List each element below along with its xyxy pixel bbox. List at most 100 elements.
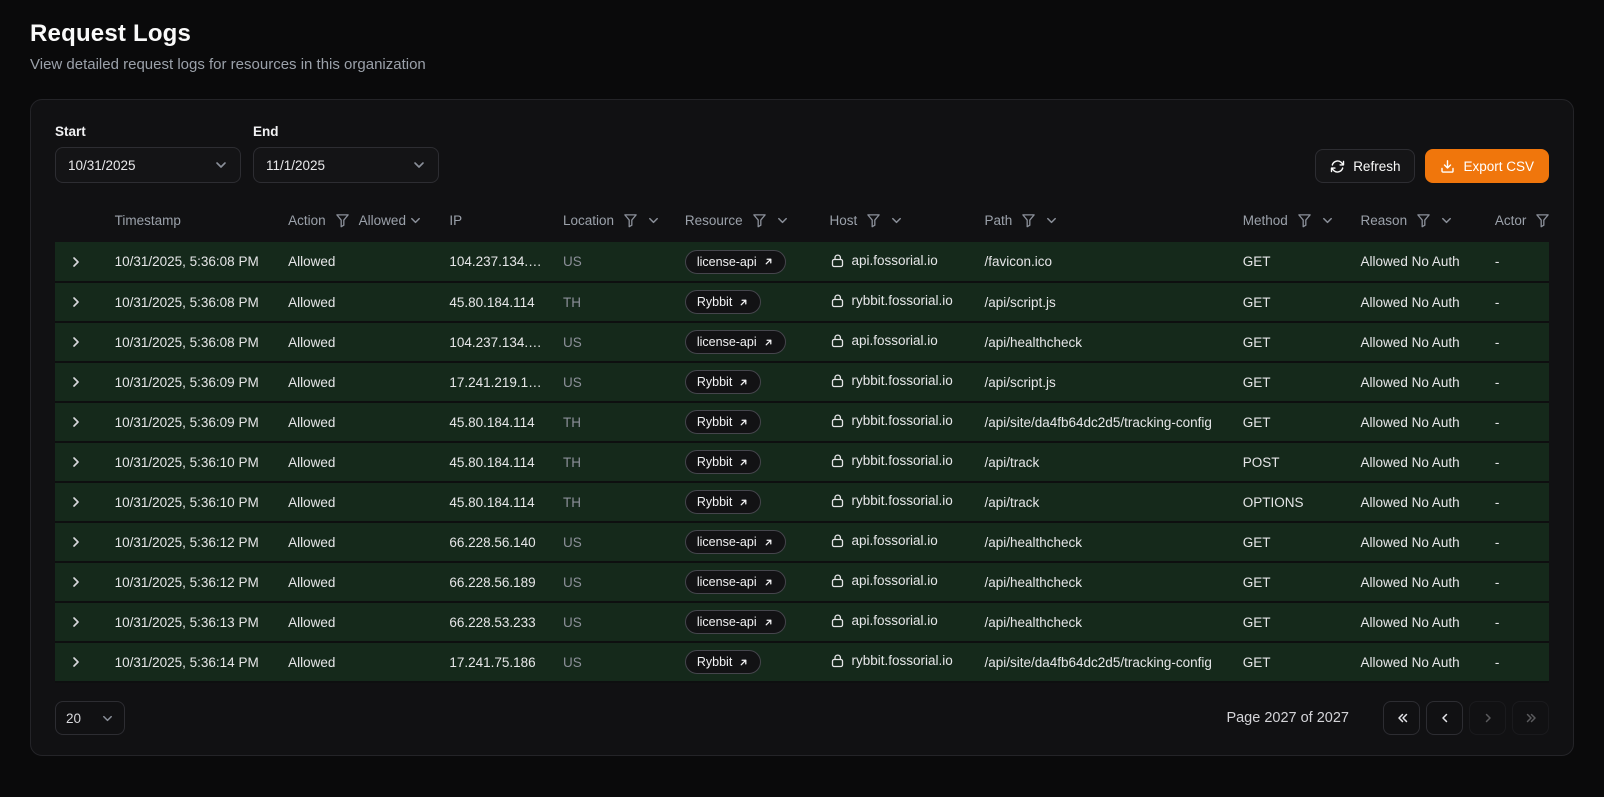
reason-cell: Allowed No Auth bbox=[1360, 294, 1460, 310]
action-cell: Allowed bbox=[288, 494, 336, 510]
chevron-down-icon[interactable] bbox=[1045, 214, 1058, 227]
table-row[interactable]: 10/31/2025, 5:36:08 PM Allowed 104.237.1… bbox=[55, 242, 1549, 282]
expand-cell bbox=[55, 642, 105, 682]
chevron-down-icon[interactable] bbox=[1440, 214, 1453, 227]
row-expand-button[interactable] bbox=[65, 651, 87, 673]
host-cell: api.fossorial.io bbox=[820, 322, 975, 362]
host-cell: rybbit.fossorial.io bbox=[820, 642, 975, 682]
filter-icon[interactable] bbox=[335, 213, 350, 228]
start-date-select[interactable]: 10/31/2025 bbox=[55, 147, 241, 183]
row-expand-button[interactable] bbox=[65, 571, 87, 593]
table-row[interactable]: 10/31/2025, 5:36:10 PM Allowed 45.80.184… bbox=[55, 482, 1549, 522]
next-page-button[interactable] bbox=[1469, 701, 1506, 735]
table-row[interactable]: 10/31/2025, 5:36:08 PM Allowed 45.80.184… bbox=[55, 282, 1549, 322]
chevron-down-icon[interactable] bbox=[776, 214, 789, 227]
resource-badge[interactable]: license-api bbox=[684, 610, 786, 634]
resource-badge[interactable]: Rybbit bbox=[684, 290, 762, 314]
filter-icon[interactable] bbox=[1297, 213, 1312, 228]
action-cell: Allowed bbox=[288, 254, 336, 269]
resource-badge[interactable]: license-api bbox=[684, 530, 786, 554]
chevron-down-icon[interactable] bbox=[647, 214, 660, 227]
filter-icon[interactable] bbox=[866, 213, 881, 228]
chevron-down-icon bbox=[101, 712, 114, 725]
filter-icon[interactable] bbox=[1416, 213, 1431, 228]
host-cell: rybbit.fossorial.io bbox=[820, 282, 975, 322]
first-page-button[interactable] bbox=[1383, 701, 1420, 735]
method-cell: GET bbox=[1242, 374, 1271, 390]
resource-badge[interactable]: license-api bbox=[684, 249, 786, 274]
actor-cell: - bbox=[1494, 654, 1500, 670]
table-row[interactable]: 10/31/2025, 5:36:09 PM Allowed 45.80.184… bbox=[55, 402, 1549, 442]
export-csv-button[interactable]: Export CSV bbox=[1425, 149, 1549, 183]
end-date-select[interactable]: 11/1/2025 bbox=[253, 147, 439, 183]
expand-cell bbox=[55, 602, 105, 642]
chevron-right-icon bbox=[69, 615, 83, 629]
refresh-button[interactable]: Refresh bbox=[1315, 149, 1416, 183]
action-filter-dropdown[interactable]: Allowed bbox=[359, 213, 422, 228]
resource-name: Rybbit bbox=[696, 455, 733, 469]
lock-icon bbox=[830, 373, 845, 388]
table-row[interactable]: 10/31/2025, 5:36:14 PM Allowed 17.241.75… bbox=[55, 642, 1549, 682]
toolbar: Start 10/31/2025 End 11/1/2025 bbox=[55, 124, 1549, 183]
chevron-down-icon[interactable] bbox=[1321, 214, 1334, 227]
row-expand-button[interactable] bbox=[65, 491, 87, 513]
row-expand-button[interactable] bbox=[65, 531, 87, 553]
action-cell: Allowed bbox=[288, 534, 336, 550]
location-cell: TH bbox=[562, 414, 581, 430]
expand-cell bbox=[55, 282, 105, 322]
actor-cell: - bbox=[1494, 334, 1500, 350]
external-link-icon bbox=[738, 297, 749, 308]
page-size-select[interactable]: 20 bbox=[55, 701, 125, 735]
table-row[interactable]: 10/31/2025, 5:36:08 PM Allowed 104.237.1… bbox=[55, 322, 1549, 362]
page-info: Page 2027 of 2027 bbox=[1226, 710, 1349, 726]
table-row[interactable]: 10/31/2025, 5:36:10 PM Allowed 45.80.184… bbox=[55, 442, 1549, 482]
end-date-label: End bbox=[253, 124, 279, 139]
filter-icon[interactable] bbox=[752, 213, 767, 228]
table-row[interactable]: 10/31/2025, 5:36:13 PM Allowed 66.228.53… bbox=[55, 602, 1549, 642]
table-row[interactable]: 10/31/2025, 5:36:09 PM Allowed 17.241.21… bbox=[55, 362, 1549, 402]
row-expand-button[interactable] bbox=[65, 371, 87, 393]
table-row[interactable]: 10/31/2025, 5:36:12 PM Allowed 66.228.56… bbox=[55, 562, 1549, 602]
path-cell: /api/site/da4fb64dc2d5/tracking-config bbox=[984, 654, 1212, 670]
location-cell: US bbox=[562, 374, 582, 390]
path-cell: /api/script.js bbox=[984, 294, 1056, 310]
filter-icon[interactable] bbox=[623, 213, 638, 228]
row-expand-button[interactable] bbox=[65, 451, 87, 473]
expand-cell bbox=[55, 402, 105, 442]
resource-badge[interactable]: Rybbit bbox=[684, 410, 762, 434]
row-expand-button[interactable] bbox=[65, 291, 87, 313]
chevron-left-icon bbox=[1438, 711, 1452, 725]
location-column-header: Location bbox=[553, 207, 675, 242]
actor-cell: - bbox=[1494, 374, 1500, 390]
location-cell: US bbox=[562, 534, 582, 550]
log-table-body: 10/31/2025, 5:36:08 PM Allowed 104.237.1… bbox=[55, 242, 1549, 682]
row-expand-button[interactable] bbox=[65, 611, 87, 633]
host-name: rybbit.fossorial.io bbox=[851, 373, 953, 388]
method-cell: GET bbox=[1242, 654, 1271, 670]
resource-badge[interactable]: Rybbit bbox=[684, 490, 762, 514]
filter-icon[interactable] bbox=[1535, 213, 1549, 228]
row-expand-button[interactable] bbox=[65, 331, 87, 353]
table-row[interactable]: 10/31/2025, 5:36:12 PM Allowed 66.228.56… bbox=[55, 522, 1549, 562]
resource-badge[interactable]: Rybbit bbox=[684, 370, 762, 394]
row-expand-button[interactable] bbox=[65, 251, 87, 273]
path-cell: /favicon.ico bbox=[984, 254, 1053, 269]
reason-cell: Allowed No Auth bbox=[1360, 334, 1460, 350]
resource-badge[interactable]: Rybbit bbox=[684, 450, 762, 474]
resource-badge[interactable]: Rybbit bbox=[684, 650, 762, 674]
ip-column-header: IP bbox=[449, 213, 463, 228]
row-expand-button[interactable] bbox=[65, 411, 87, 433]
external-link-icon bbox=[763, 256, 774, 267]
resource-badge[interactable]: license-api bbox=[684, 330, 786, 354]
chevron-down-icon[interactable] bbox=[890, 214, 903, 227]
filter-icon[interactable] bbox=[1021, 213, 1036, 228]
host-name: rybbit.fossorial.io bbox=[851, 493, 953, 508]
chevrons-left-icon bbox=[1395, 711, 1409, 725]
prev-page-button[interactable] bbox=[1426, 701, 1463, 735]
last-page-button[interactable] bbox=[1512, 701, 1549, 735]
actor-cell: - bbox=[1494, 574, 1500, 590]
resource-badge[interactable]: license-api bbox=[684, 570, 786, 594]
resource-cell: license-api bbox=[675, 522, 820, 562]
timestamp-cell: 10/31/2025, 5:36:12 PM bbox=[114, 574, 259, 590]
reason-cell: Allowed No Auth bbox=[1360, 494, 1460, 510]
